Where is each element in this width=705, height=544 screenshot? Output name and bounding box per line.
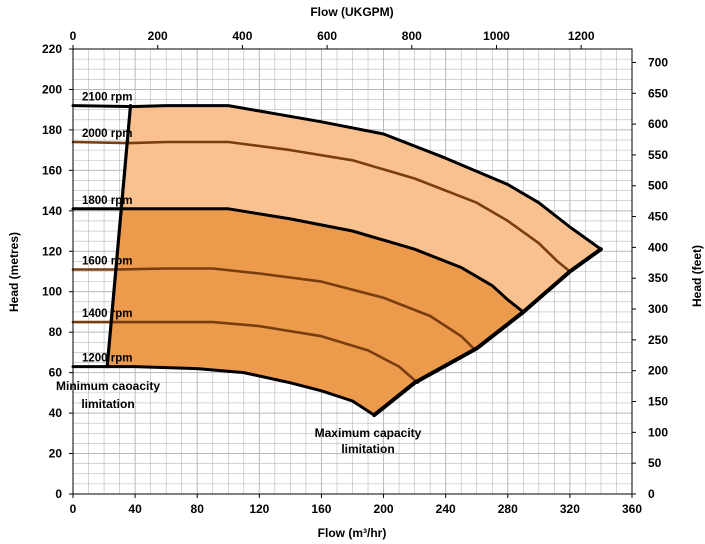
max-capacity-annotation-line2: limitation [341, 442, 394, 456]
y-tick-label: 60 [49, 366, 63, 380]
x-tick-label: 0 [70, 502, 77, 516]
plot-frame [72, 48, 633, 495]
speed-label-1600-rpm: 1600 rpm [82, 255, 133, 267]
speed-label-1800-rpm: 1800 rpm [82, 195, 133, 207]
right-tick-label: 450 [648, 210, 668, 224]
axes: 0 40 80 120 160 200 240 280 320 360 0 20 40 60 80 100 12… [42, 29, 668, 516]
x-tick-label: 320 [560, 502, 580, 516]
y-tick-label: 120 [42, 244, 62, 258]
right-tick-label: 250 [648, 333, 668, 347]
speed-curve-2000-rpm [71, 140, 572, 273]
top-axis-title: Flow (UKGPM) [310, 5, 393, 19]
top-tick-label: 800 [402, 29, 422, 43]
top-tick-label: 200 [148, 29, 168, 43]
y-tick-label: 180 [42, 123, 62, 137]
right-tick-label: 650 [648, 86, 668, 100]
y-tick-label: 140 [42, 204, 62, 218]
speed-curve-1600-rpm [71, 267, 475, 350]
max-capacity-annotation-line1: Maximum capacity [315, 426, 422, 440]
right-tick-label: 200 [648, 364, 668, 378]
speed-curve-1800-rpm [71, 207, 525, 314]
x-tick-label: 160 [311, 502, 331, 516]
y-tick-label: 220 [42, 42, 62, 56]
y-tick-label: 160 [42, 163, 62, 177]
minimum-capacity-line [105, 103, 133, 369]
x-tick-label: 80 [191, 502, 205, 516]
curve-labels: 2100 rpm 2000 rpm 1800 rpm 1600 rpm 1400 rpm… [82, 92, 133, 365]
right-tick-label: 600 [648, 117, 668, 131]
y-tick-label: 80 [49, 325, 63, 339]
right-tick-label: 100 [648, 425, 668, 439]
speed-label-1200-rpm: 1200 rpm [82, 353, 133, 365]
right-tick-label: 50 [648, 456, 662, 470]
right-axis-title: Head (feet) [690, 245, 704, 307]
bottom-axis-title: Flow (m³/hr) [318, 526, 387, 540]
y-tick-label: 200 [42, 82, 62, 96]
speed-curve-1400-rpm [71, 320, 420, 385]
right-tick-label: 300 [648, 302, 668, 316]
x-tick-label: 40 [128, 502, 142, 516]
top-tick-label: 0 [70, 29, 77, 43]
right-tick-label: 150 [648, 395, 668, 409]
top-tick-label: 1000 [483, 29, 510, 43]
right-tick-label: 0 [648, 487, 655, 501]
top-tick-label: 600 [317, 29, 337, 43]
top-tick-label: 400 [232, 29, 252, 43]
x-tick-label: 360 [622, 502, 642, 516]
right-tick-label: 350 [648, 271, 668, 285]
min-capacity-annotation-line1: Minimum caoacity [56, 379, 160, 393]
x-tick-label: 200 [374, 502, 394, 516]
speed-label-2000-rpm: 2000 rpm [82, 128, 133, 140]
speed-curve-2100-rpm [71, 104, 603, 251]
y-tick-label: 100 [42, 285, 62, 299]
inner-envelope-fill [107, 208, 524, 416]
right-tick-label: 700 [648, 55, 668, 69]
min-capacity-annotation-line2: limitation [81, 397, 134, 411]
y-tick-label: 40 [49, 406, 63, 420]
speed-curve-1200-rpm [71, 365, 376, 417]
right-tick-label: 400 [648, 240, 668, 254]
right-tick-label: 500 [648, 179, 668, 193]
speed-curves [71, 103, 603, 418]
y-tick-label: 0 [55, 487, 62, 501]
x-tick-label: 280 [498, 502, 518, 516]
maximum-capacity-line [372, 247, 603, 418]
y-tick-label: 20 [49, 447, 63, 461]
speed-label-2100-rpm: 2100 rpm [82, 92, 133, 104]
operating-envelope [107, 105, 601, 416]
right-tick-label: 550 [648, 148, 668, 162]
left-axis-title: Head (metres) [7, 232, 21, 312]
x-tick-label: 120 [249, 502, 269, 516]
top-tick-label: 1200 [568, 29, 595, 43]
speed-label-1400-rpm: 1400 rpm [82, 308, 133, 320]
x-tick-label: 240 [436, 502, 456, 516]
